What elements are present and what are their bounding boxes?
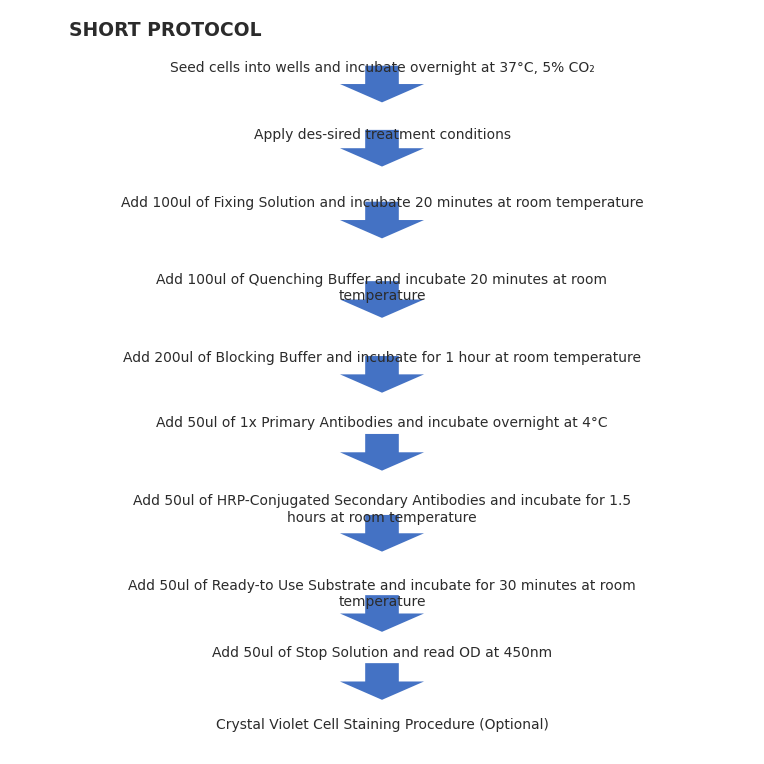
Text: Add 50ul of Ready-to Use Substrate and incubate for 30 minutes at room
temperatu: Add 50ul of Ready-to Use Substrate and i… — [128, 579, 636, 610]
Text: Add 50ul of Stop Solution and read OD at 450nm: Add 50ul of Stop Solution and read OD at… — [212, 646, 552, 659]
Text: Crystal Violet Cell Staining Procedure (Optional): Crystal Violet Cell Staining Procedure (… — [215, 718, 549, 732]
Polygon shape — [340, 281, 424, 318]
Polygon shape — [340, 356, 424, 393]
Polygon shape — [340, 595, 424, 632]
Polygon shape — [340, 66, 424, 102]
Text: Seed cells into wells and incubate overnight at 37°C, 5% CO₂: Seed cells into wells and incubate overn… — [170, 61, 594, 75]
Polygon shape — [340, 130, 424, 167]
Text: Add 100ul of Quenching Buffer and incubate 20 minutes at room
temperature: Add 100ul of Quenching Buffer and incuba… — [157, 273, 607, 303]
Text: Add 50ul of 1x Primary Antibodies and incubate overnight at 4°C: Add 50ul of 1x Primary Antibodies and in… — [156, 416, 608, 430]
Text: Apply des­sired treatment conditions: Apply des­sired treatment conditions — [254, 128, 510, 141]
Text: Add 50ul of HRP-Conjugated Secondary Antibodies and incubate for 1.5
hours at ro: Add 50ul of HRP-Conjugated Secondary Ant… — [133, 494, 631, 525]
Polygon shape — [340, 434, 424, 471]
Polygon shape — [340, 515, 424, 552]
Text: Add 200ul of Blocking Buffer and incubate for 1 hour at room temperature: Add 200ul of Blocking Buffer and incubat… — [123, 351, 641, 365]
Polygon shape — [340, 663, 424, 700]
Polygon shape — [340, 202, 424, 238]
Text: SHORT PROTOCOL: SHORT PROTOCOL — [69, 21, 261, 40]
Text: Add 100ul of Fixing Solution and incubate 20 minutes at room temperature: Add 100ul of Fixing Solution and incubat… — [121, 196, 643, 210]
